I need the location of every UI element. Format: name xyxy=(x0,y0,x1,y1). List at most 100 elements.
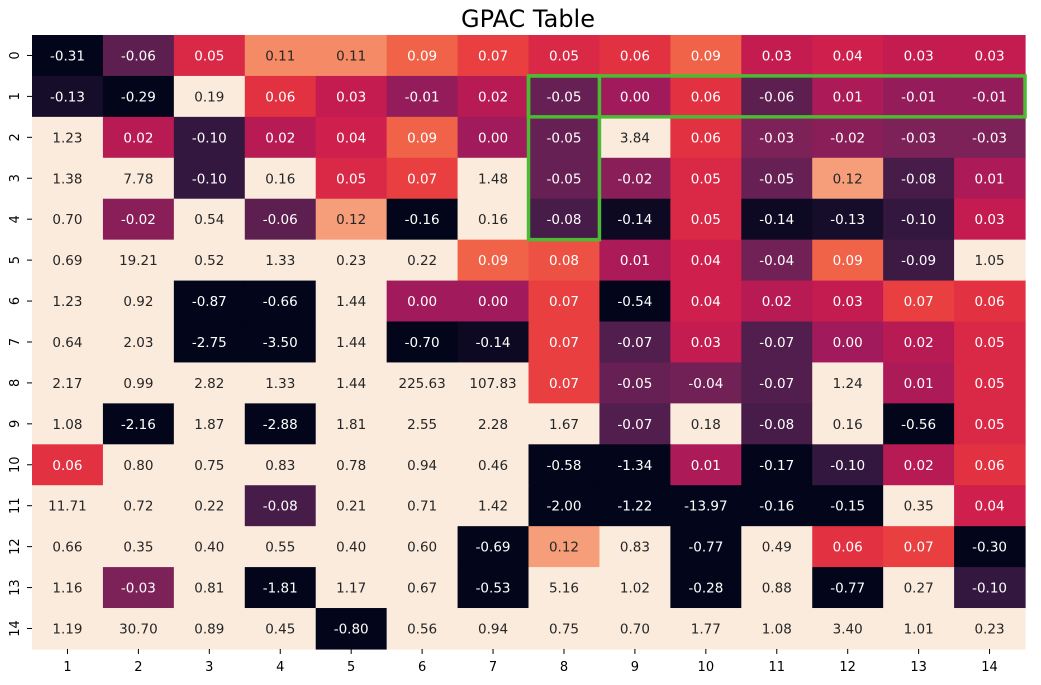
heatmap-cell xyxy=(244,403,317,445)
heatmap-cell xyxy=(883,75,955,118)
cell-value-label: 19.21 xyxy=(119,253,158,269)
heatmap-cell xyxy=(599,157,671,200)
heatmap-cell xyxy=(812,526,884,568)
cell-value-label: 1.38 xyxy=(52,171,82,187)
x-tick-label: 8 xyxy=(560,660,568,675)
cell-value-label: -0.05 xyxy=(547,130,582,146)
cell-value-label: 1.81 xyxy=(336,417,366,433)
chart-title: GPAC Table xyxy=(461,5,595,33)
heatmap-cell xyxy=(599,239,671,282)
cell-value-label: 0.01 xyxy=(904,376,934,392)
heatmap-cell xyxy=(315,526,388,568)
heatmap-cell xyxy=(32,157,104,200)
heatmap-cell xyxy=(599,116,671,159)
heatmap-cell xyxy=(883,280,955,323)
heatmap-cell xyxy=(883,526,955,568)
heatmap-cell xyxy=(32,321,104,364)
cell-value-label: -0.31 xyxy=(50,48,85,64)
cell-value-label: -0.15 xyxy=(830,499,865,515)
cell-value-label: 0.03 xyxy=(762,48,792,64)
heatmap-cell xyxy=(528,116,601,159)
cell-value-label: -0.02 xyxy=(121,212,156,228)
heatmap-cell xyxy=(32,280,104,323)
cell-value-label: -0.03 xyxy=(901,130,936,146)
cell-value-label: -0.05 xyxy=(547,89,582,105)
heatmap-cell xyxy=(883,485,955,527)
heatmap-cell xyxy=(32,608,104,650)
heatmap-cell xyxy=(528,485,601,527)
cell-value-label: 0.35 xyxy=(904,499,934,515)
heatmap-cell xyxy=(883,198,955,241)
heatmap-cell xyxy=(386,608,459,650)
heatmap-cell xyxy=(528,75,601,118)
heatmap-cell xyxy=(315,239,388,282)
cell-value-label: 0.16 xyxy=(833,417,863,433)
heatmap-cell xyxy=(102,485,175,527)
heatmap-cell xyxy=(670,75,742,118)
cell-value-label: 0.45 xyxy=(265,621,295,637)
cell-value-label: 0.23 xyxy=(975,621,1005,637)
cell-value-label: -0.58 xyxy=(547,458,582,474)
heatmap-cell xyxy=(528,526,601,568)
heatmap-cell xyxy=(528,35,601,77)
cell-value-label: -0.03 xyxy=(121,581,156,597)
cell-value-label: -0.17 xyxy=(759,458,794,474)
cell-value-label: -0.08 xyxy=(263,499,298,515)
heatmap-cell xyxy=(954,444,1026,486)
cell-value-label: 0.06 xyxy=(691,130,721,146)
cell-value-label: 0.99 xyxy=(123,376,153,392)
heatmap-cell xyxy=(954,321,1026,364)
cell-value-label: 0.02 xyxy=(762,294,792,310)
heatmap-cell xyxy=(386,362,459,404)
heatmap-cell xyxy=(32,567,104,609)
heatmap-cell xyxy=(386,75,459,118)
heatmap-cell xyxy=(954,280,1026,323)
cell-value-label: 0.12 xyxy=(549,540,579,556)
cell-value-label: -0.08 xyxy=(547,212,582,228)
cell-value-label: 1.19 xyxy=(52,621,82,637)
heatmap-cell xyxy=(32,444,104,486)
cell-value-label: 0.54 xyxy=(194,212,224,228)
heatmap-cell xyxy=(812,239,884,282)
heatmap-cell xyxy=(883,403,955,445)
cell-value-label: 0.75 xyxy=(549,621,579,637)
heatmap-cell xyxy=(528,280,601,323)
heatmap-cell xyxy=(32,35,104,77)
y-tick-label: 12 xyxy=(8,538,23,555)
heatmap-cell xyxy=(954,157,1026,200)
heatmap-cell xyxy=(173,198,246,241)
heatmap-cell xyxy=(599,362,671,404)
cell-value-label: 0.08 xyxy=(549,253,579,269)
heatmap-cell xyxy=(812,116,884,159)
cell-value-label: -0.01 xyxy=(901,89,936,105)
cell-value-label: 1.48 xyxy=(478,171,508,187)
heatmap-cell xyxy=(670,116,742,159)
heatmap-cell xyxy=(954,198,1026,241)
heatmap-cell xyxy=(741,485,813,527)
cell-value-label: -0.28 xyxy=(688,581,723,597)
cell-value-label: 0.70 xyxy=(620,621,650,637)
heatmap-cell xyxy=(457,485,530,527)
cell-value-label: 0.75 xyxy=(194,458,224,474)
heatmap-cell xyxy=(599,444,671,486)
cell-value-label: 0.12 xyxy=(833,171,863,187)
cell-value-label: 0.06 xyxy=(620,48,650,64)
heatmap-cell xyxy=(244,567,317,609)
heatmap-cell xyxy=(457,362,530,404)
y-tick-label: 8 xyxy=(8,379,23,387)
heatmap-cell xyxy=(102,35,175,77)
cell-value-label: -0.07 xyxy=(617,335,652,351)
cell-value-label: 0.00 xyxy=(620,89,650,105)
y-tick-label: 10 xyxy=(8,456,23,473)
cell-value-label: 107.83 xyxy=(469,376,516,392)
cell-value-label: 0.83 xyxy=(620,540,650,556)
y-tick-label: 11 xyxy=(8,497,23,514)
cell-value-label: 3.40 xyxy=(833,621,863,637)
cell-value-label: -0.13 xyxy=(830,212,865,228)
cell-value-label: 0.11 xyxy=(336,48,366,64)
heatmap-cell xyxy=(741,526,813,568)
cell-value-label: 0.00 xyxy=(478,130,508,146)
cell-value-label: 0.18 xyxy=(691,417,721,433)
heatmap-cell xyxy=(32,239,104,282)
heatmap-cell xyxy=(102,362,175,404)
